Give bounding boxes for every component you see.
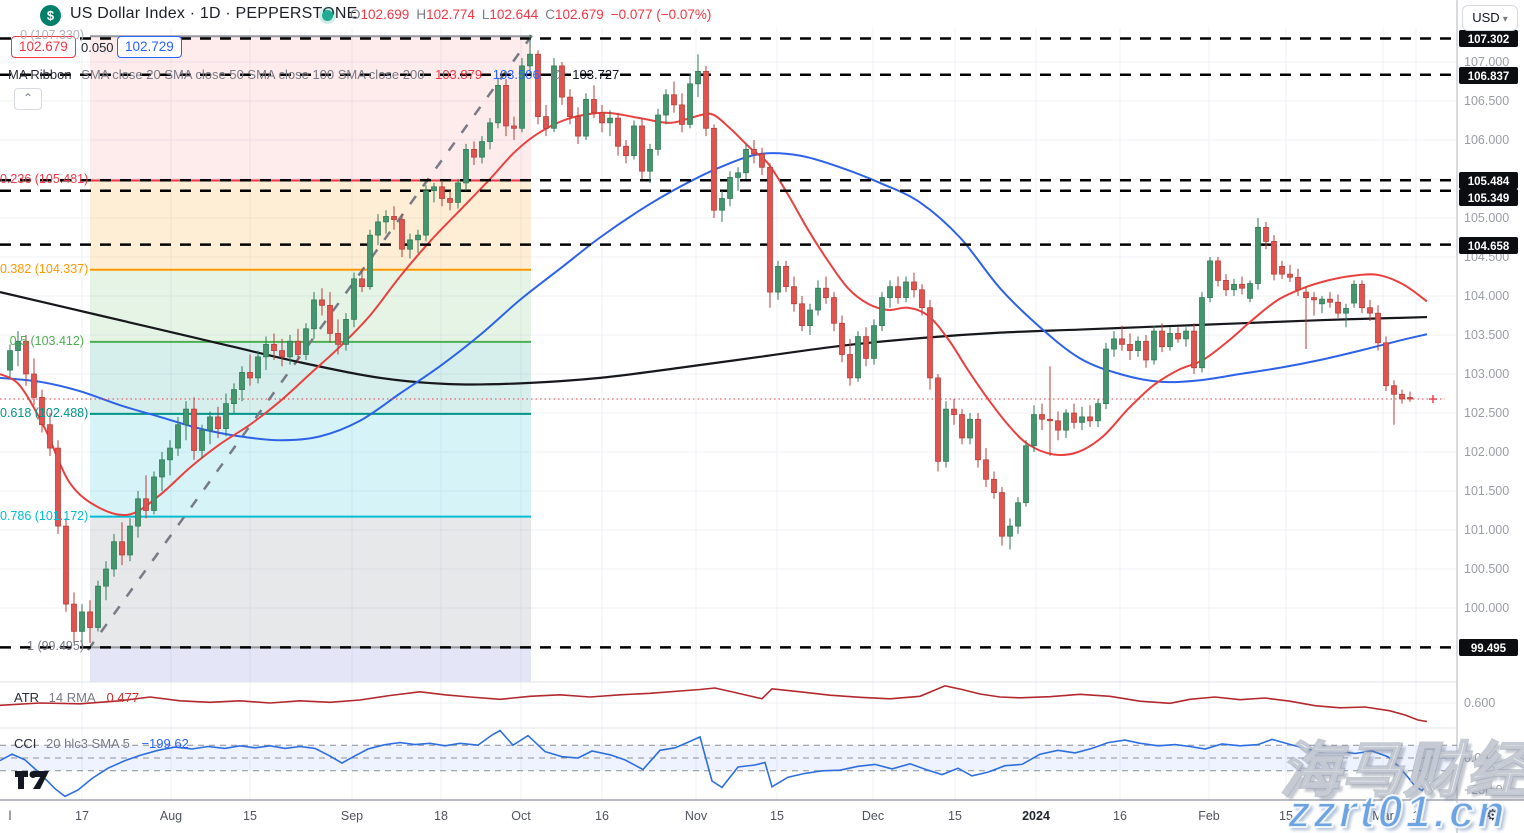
fib-level-label: 1 (99.495)	[27, 639, 84, 654]
svg-text:15: 15	[948, 809, 962, 823]
close-label: C	[545, 7, 555, 22]
svg-text:105.000: 105.000	[1464, 211, 1509, 225]
svg-text:Mar: Mar	[1372, 809, 1394, 823]
svg-text:104.000: 104.000	[1464, 289, 1509, 303]
fib-level-label: 0.786 (101.172)	[0, 508, 89, 523]
low-value: 102.644	[489, 7, 539, 22]
ohlc-readout: O102.699 H102.774 L102.644 C102.679 −0.077 (…	[350, 7, 711, 22]
svg-text:0.00: 0.00	[1464, 751, 1488, 765]
svg-text:−250.00: −250.00	[1464, 783, 1510, 797]
atr-params: 14 RMA	[48, 690, 95, 705]
svg-text:105.484: 105.484	[1468, 176, 1510, 188]
svg-text:15: 15	[243, 809, 257, 823]
cci-name: CCI	[14, 736, 37, 751]
svg-text:Feb: Feb	[1198, 809, 1220, 823]
open-label: O	[350, 7, 361, 22]
svg-text:2024: 2024	[1022, 809, 1050, 823]
ma-ribbon-legend[interactable]: MA Ribbon SMA close 20 SMA close 50 SMA …	[8, 67, 619, 83]
chevron-down-icon: ▾	[1502, 14, 1508, 25]
svg-text:15: 15	[770, 809, 784, 823]
svg-text:1: 1	[1413, 809, 1420, 823]
gear-icon[interactable]: ⚙	[1486, 807, 1500, 824]
collapse-legend-button[interactable]: ⌃	[14, 88, 42, 110]
svg-text:Nov: Nov	[685, 809, 708, 823]
current-price-label[interactable]: 102.679	[11, 36, 76, 58]
close-value: 102.679	[554, 7, 604, 22]
tradingview-logo-icon[interactable]	[14, 770, 50, 799]
svg-text:106.837: 106.837	[1468, 71, 1510, 83]
indicator-params: SMA close 20 SMA close 50 SMA close 100 …	[81, 67, 425, 82]
svg-text:17: 17	[75, 809, 89, 823]
svg-text:102.500: 102.500	[1464, 406, 1509, 420]
spread-label: 0.050	[81, 40, 114, 55]
high-label: H	[416, 7, 427, 22]
svg-text:103.500: 103.500	[1464, 328, 1509, 342]
market-status-icon[interactable]	[322, 10, 333, 21]
high-value: 102.774	[426, 7, 475, 22]
svg-text:15: 15	[1279, 809, 1293, 823]
svg-text:101.500: 101.500	[1464, 484, 1509, 498]
svg-text:106.000: 106.000	[1464, 133, 1509, 147]
site-watermark-url: zzrt01.cn	[1287, 785, 1508, 833]
alert-price-label[interactable]: 102.729	[117, 36, 182, 58]
atr-legend[interactable]: ATR 14 RMA 0.477	[14, 690, 139, 705]
cci-params: 20 hlc3 SMA 5	[46, 736, 130, 751]
cci-legend[interactable]: CCI 20 hlc3 SMA 5 −199.62	[14, 736, 189, 751]
svg-text:l: l	[9, 809, 12, 823]
currency-dropdown[interactable]: USD ▾	[1462, 5, 1518, 31]
fib-level-label: 0 (107.330)	[20, 28, 84, 43]
svg-text:0.600: 0.600	[1464, 696, 1495, 710]
svg-text:105.349: 105.349	[1468, 193, 1510, 205]
sma50-value: 103.506	[492, 67, 540, 82]
svg-text:107.302: 107.302	[1468, 34, 1510, 46]
symbol-logo-icon[interactable]: $	[40, 5, 61, 26]
sma20-value: 103.879	[435, 67, 483, 82]
fib-level-label: 0.618 (102.488)	[0, 405, 89, 420]
sma100-value: ∅	[550, 67, 562, 82]
svg-text:Dec: Dec	[862, 809, 884, 823]
atr-value: 0.477	[106, 690, 140, 705]
page-title[interactable]: US Dollar Index · 1D · PEPPERSTONE	[70, 5, 358, 22]
change-value: −0.077 (−0.07%)	[610, 7, 712, 22]
svg-text:Sep: Sep	[341, 809, 363, 823]
svg-text:16: 16	[1113, 809, 1127, 823]
svg-text:Aug: Aug	[160, 809, 182, 823]
indicator-name: MA Ribbon	[8, 67, 72, 82]
fib-level-label: 0.236 (105.481)	[0, 172, 89, 187]
svg-text:103.000: 103.000	[1464, 367, 1509, 381]
svg-text:102.000: 102.000	[1464, 445, 1509, 459]
svg-text:18: 18	[434, 809, 448, 823]
site-watermark-cn: 海马财经	[1279, 736, 1524, 805]
atr-name: ATR	[14, 690, 40, 705]
open-value: 102.699	[360, 7, 410, 22]
cci-value: −199.62	[141, 736, 189, 751]
svg-text:100.000: 100.000	[1464, 601, 1509, 615]
svg-text:99.495: 99.495	[1471, 643, 1507, 655]
svg-text:107.000: 107.000	[1464, 55, 1509, 69]
svg-text:Oct: Oct	[511, 809, 531, 823]
svg-text:16: 16	[595, 809, 609, 823]
svg-text:104.658: 104.658	[1468, 241, 1510, 253]
svg-text:101.000: 101.000	[1464, 523, 1509, 537]
fib-level-label: 0.5 (103.412)	[9, 333, 84, 348]
low-label: L	[481, 7, 490, 22]
svg-text:106.500: 106.500	[1464, 94, 1509, 108]
svg-text:100.500: 100.500	[1464, 562, 1509, 576]
fib-level-label: 0.382 (104.337)	[0, 261, 89, 276]
sma200-value: 103.727	[572, 67, 620, 82]
